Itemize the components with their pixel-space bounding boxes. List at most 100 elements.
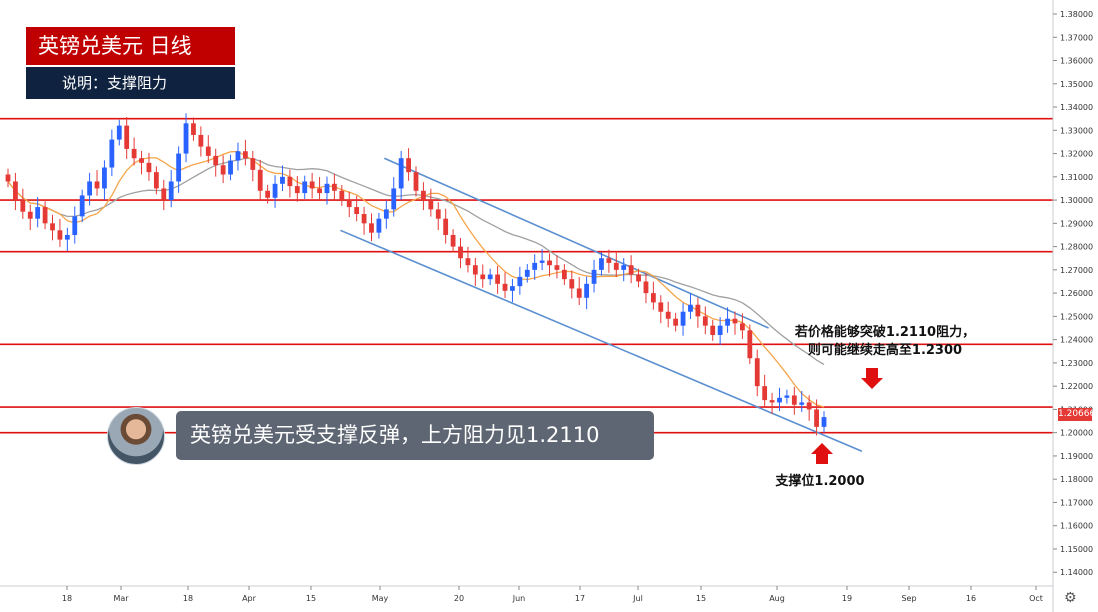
x-tick-label: 18 [62, 594, 72, 603]
candle-body [354, 207, 360, 215]
x-tick-label: 17 [575, 594, 585, 603]
candle-body [517, 276, 523, 287]
x-tick-label: Oct [1029, 594, 1043, 603]
candle-body [361, 214, 367, 224]
candle-body [435, 209, 441, 219]
ma-fast-line [7, 150, 825, 408]
candle-body [87, 181, 92, 196]
y-tick-label: 1.14000 [1060, 568, 1093, 577]
candle-body [472, 265, 478, 275]
y-tick-label: 1.29000 [1060, 219, 1093, 228]
y-tick-label: 1.36000 [1060, 57, 1093, 66]
y-tick-label: 1.37000 [1060, 33, 1093, 42]
candle-body [280, 176, 285, 184]
candle-body [72, 216, 78, 235]
chart-title: 英镑兑美元 日线 [26, 27, 235, 65]
resistance-annotation-line2: 则可能继续走高至1.2300 [807, 343, 963, 358]
y-tick-label: 1.32000 [1060, 150, 1093, 159]
channel-line-lower [340, 229, 863, 453]
candle-body [487, 274, 493, 280]
candle-body [191, 123, 196, 135]
candle-body [621, 265, 627, 270]
candle-body [762, 386, 768, 401]
candle-body [139, 158, 144, 163]
candle-body [27, 211, 33, 219]
y-tick-label: 1.28000 [1060, 243, 1093, 252]
candle-body [391, 188, 397, 210]
avatar [107, 407, 165, 465]
y-tick-label: 1.16000 [1060, 522, 1093, 531]
gear-icon[interactable]: ⚙ [1064, 590, 1077, 606]
candle-body [250, 158, 256, 170]
candle-body [35, 207, 41, 219]
y-tick-label: 1.30000 [1060, 196, 1093, 205]
candle-body [235, 151, 241, 161]
candle-body [332, 183, 337, 191]
candle-body [213, 155, 219, 166]
candle-body [183, 123, 189, 154]
candle-body [198, 134, 204, 147]
candle-body [628, 265, 634, 275]
y-tick-label: 1.25000 [1060, 312, 1093, 321]
resistance-annotation-line1: 若价格能够突破1.2110阻力， [794, 325, 976, 340]
candle-body [369, 223, 374, 233]
candle-body [599, 258, 604, 270]
x-tick-label: Apr [242, 594, 257, 603]
candle-body [532, 262, 538, 270]
x-tick-label: 15 [696, 594, 706, 603]
candle-body [242, 151, 248, 159]
candle-body [102, 167, 107, 189]
candle-body [443, 218, 449, 235]
candle-body [376, 218, 382, 233]
candle-body [421, 190, 426, 201]
candle-body [510, 286, 515, 291]
candle-body [450, 234, 456, 247]
y-tick-label: 1.22000 [1060, 382, 1093, 391]
candle-body [153, 172, 159, 189]
candle-body [732, 318, 738, 324]
x-tick-label: 18 [183, 594, 193, 603]
y-tick-label: 1.27000 [1060, 266, 1093, 275]
candle-body [791, 395, 797, 405]
candle-body [220, 165, 226, 175]
candle-body [584, 283, 590, 298]
candle-body [480, 274, 486, 280]
y-tick-label: 1.15000 [1060, 545, 1093, 554]
candle-body [680, 311, 686, 326]
candle-body [725, 318, 730, 326]
x-tick-label: Mar [113, 594, 129, 603]
candle-body [94, 181, 100, 189]
candle-body [717, 325, 723, 335]
candle-body [324, 183, 330, 194]
candle-body [710, 325, 716, 335]
y-tick-label: 1.31000 [1060, 173, 1093, 182]
x-tick-label: Jun [512, 594, 526, 603]
candle-body [502, 283, 508, 291]
candle-body [539, 260, 545, 263]
candle-body [124, 125, 130, 149]
candle-body [643, 281, 649, 294]
candle-body [688, 304, 693, 312]
candle-body [64, 234, 70, 240]
candle-body [665, 311, 671, 319]
y-tick-label: 1.19000 [1060, 452, 1093, 461]
candle-body [650, 293, 656, 303]
candle-body [13, 181, 18, 201]
channel-line-upper [383, 157, 769, 329]
candle-body [613, 262, 619, 270]
y-tick-label: 1.18000 [1060, 475, 1093, 484]
candle-body [673, 318, 679, 326]
candle-body [383, 209, 389, 219]
x-tick-label: Sep [901, 594, 916, 603]
y-tick-label: 1.24000 [1060, 336, 1093, 345]
candle-body [116, 125, 122, 140]
candle-body [5, 174, 11, 182]
candle-body [576, 288, 582, 298]
candle-body [547, 260, 552, 266]
candle-body [606, 258, 612, 263]
candle-body [317, 188, 322, 194]
candle-body [309, 181, 315, 189]
x-tick-label: Aug [769, 594, 785, 603]
candle-body [740, 323, 745, 331]
y-tick-label: 1.33000 [1060, 126, 1093, 135]
